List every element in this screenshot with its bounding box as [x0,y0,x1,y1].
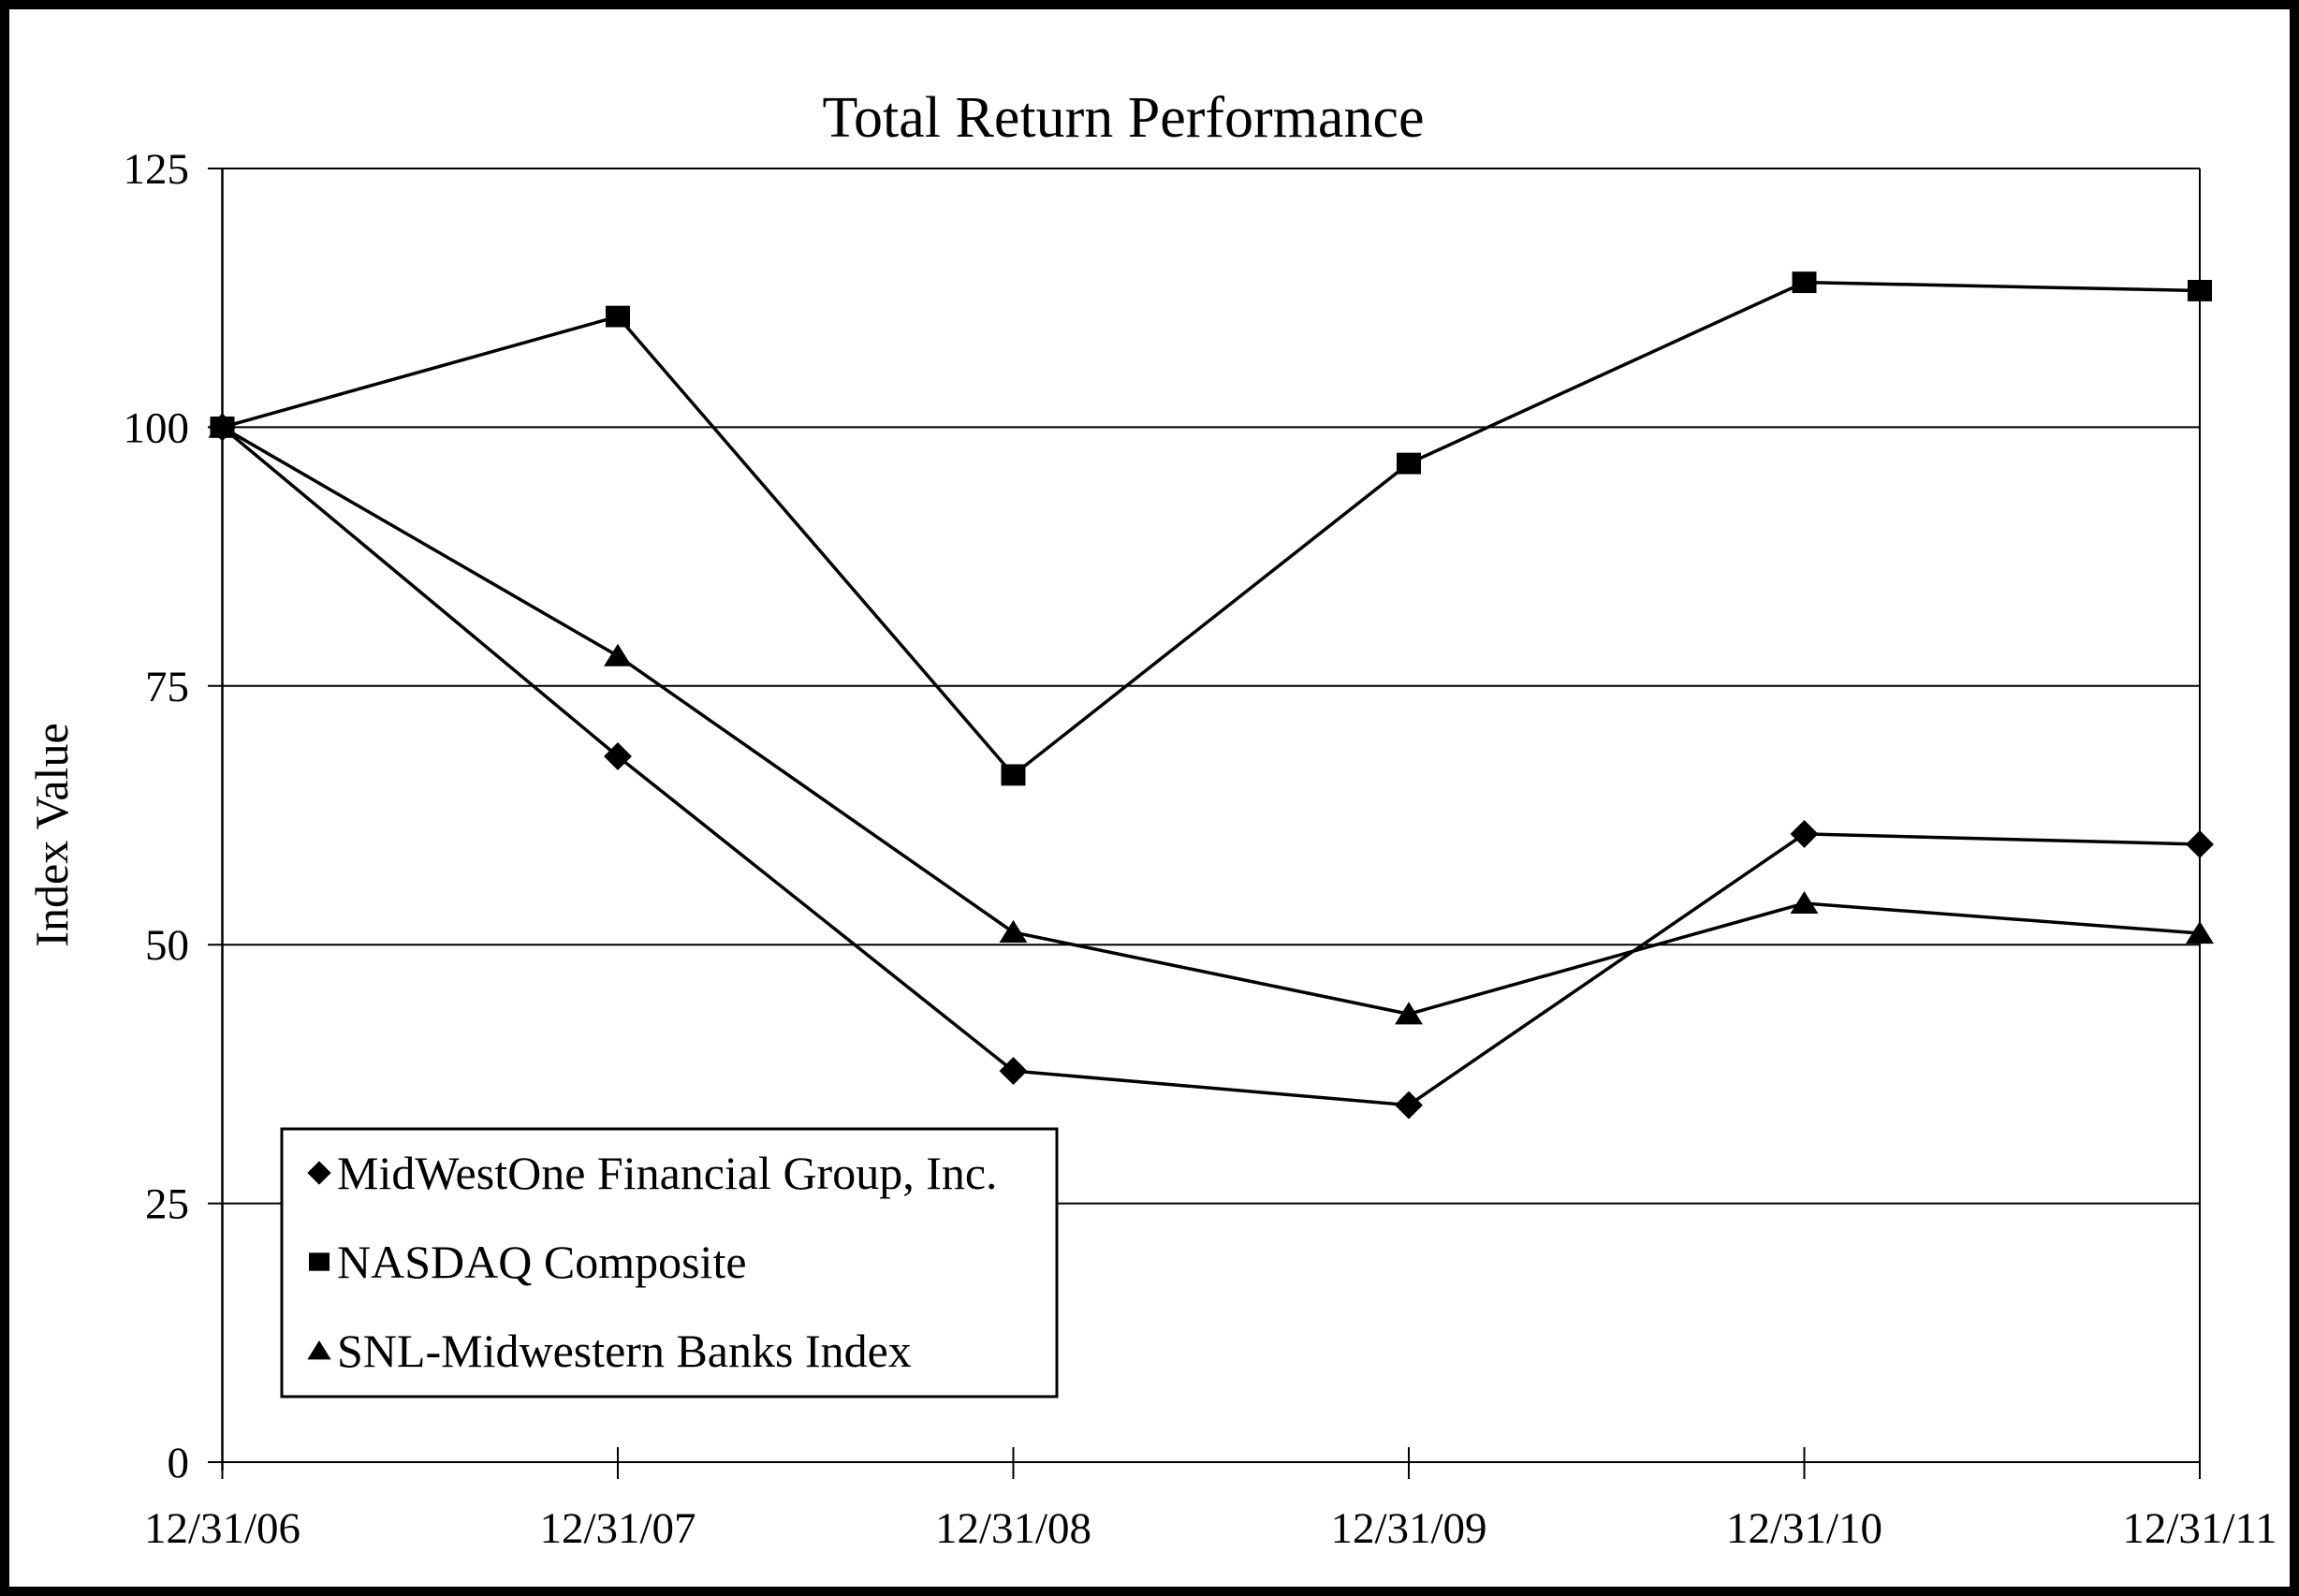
data-point-triangle-marker [604,643,632,666]
legend-triangle-marker [307,1340,331,1360]
data-point-triangle-marker [1790,890,1819,915]
y-tick-label-50: 50 [145,921,189,970]
data-point-diamond-marker [604,742,632,770]
axes [221,168,2201,1479]
data-point-diamond-marker [1790,819,1819,848]
legend-item: MidWestOne Financial Group, Inc. [307,1147,998,1199]
series-line-triangle [221,425,2201,1017]
data-point-square-marker [1001,764,1026,786]
legend-label: SNL-Midwestern Banks Index [337,1325,912,1377]
data-point-diamond-marker [1395,1091,1423,1120]
legend-item: NASDAQ Composite [309,1236,747,1288]
data-point-triangle-marker [999,919,1028,943]
legend-diamond-marker [307,1161,331,1185]
data-point-square-marker [1792,271,1817,294]
data-series [208,271,2214,1120]
x-tick-label: 12/31/08 [935,1504,1091,1553]
legend-square-marker [309,1252,329,1271]
y-tick-labels: 0 25 50 75 100 125 [124,145,190,1487]
data-point-diamond-marker [999,1057,1028,1086]
y-axis-title: Index Value [25,723,78,946]
x-tick-label: 12/31/07 [539,1504,696,1553]
chart-title: Total Return Performance [823,86,1425,150]
data-point-triangle-marker [2186,921,2214,944]
data-point-triangle-marker [1395,1002,1423,1025]
data-point-square-marker [1397,452,1421,475]
series-line-diamond [221,426,2201,1107]
x-tick-label: 12/31/09 [1330,1504,1486,1553]
legend-label: MidWestOne Financial Group, Inc. [337,1147,998,1199]
series-square [210,271,2212,786]
x-tick-labels: 12/31/06 12/31/07 12/31/08 12/31/09 12/31/10… [144,1504,2277,1553]
y-tick-label-125: 125 [124,145,190,194]
legend-item: SNL-Midwestern Banks Index [307,1325,912,1377]
data-point-square-marker [2188,280,2212,301]
y-tick-label-100: 100 [124,403,190,452]
x-tick-label: 12/31/10 [1726,1504,1882,1553]
legend: MidWestOne Financial Group, Inc. NASDAQ C… [280,1127,1059,1398]
y-tick-label-0: 0 [168,1439,190,1487]
x-tick-label: 12/31/06 [144,1504,300,1553]
legend-label: NASDAQ Composite [337,1236,747,1288]
y-tick-label-75: 75 [145,663,189,711]
y-tick-label-25: 25 [145,1180,189,1229]
legend-box [280,1127,1059,1398]
x-tick-label: 12/31/11 [2122,1504,2277,1553]
data-point-square-marker [210,416,235,438]
series-line-square [222,280,2201,778]
data-point-diamond-marker [2186,830,2214,858]
data-point-square-marker [606,305,630,328]
